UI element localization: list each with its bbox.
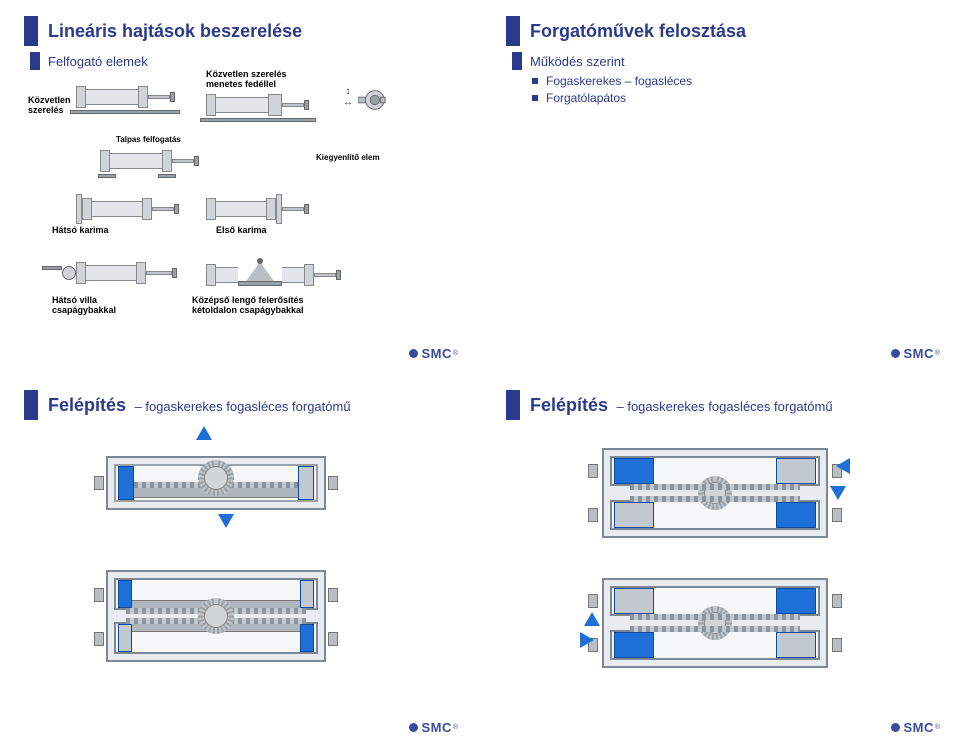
smc-logo: SMC® [891, 346, 940, 361]
slide-title: Felépítés [48, 395, 126, 415]
diagram-dual-bore [578, 438, 858, 548]
cylinder-trunnion [206, 258, 341, 292]
label-elso-karima: Első karima [216, 226, 267, 236]
cylinder-rear-flange [76, 194, 179, 224]
logo-text: SMC [421, 346, 451, 361]
bullet-icon [532, 95, 538, 101]
logo-r: ® [935, 350, 940, 357]
logo-text: SMC [903, 720, 933, 735]
arrow-flow-icon [830, 486, 846, 500]
slide-subtitle: – fogaskerekes fogasléces forgatómű [134, 399, 350, 414]
sub-bar [512, 52, 522, 70]
label-hatso-karima: Hátsó karima [52, 226, 109, 236]
slide-title: Felépítés [530, 395, 608, 415]
diagram-single-rack [86, 438, 346, 528]
subtitle-row: Felfogató elemek [30, 52, 476, 70]
label-talpas: Talpas felfogatás [116, 136, 181, 145]
slide-subtitle: Működés szerint [530, 54, 625, 69]
cylinder-foot [100, 150, 199, 172]
arrow-in-icon [836, 458, 850, 474]
smc-logo: SMC® [409, 346, 458, 361]
floating-joint-icon [358, 88, 386, 112]
smc-logo: SMC® [409, 720, 458, 735]
subtitle-row: Működés szerint [512, 52, 958, 70]
sub-bar [30, 52, 40, 70]
cylinder-front-flange [206, 194, 309, 224]
title-bar [506, 390, 520, 420]
diagram-dual-bore-rev [578, 568, 858, 678]
label-kozepso-lengo: Középső lengő felerősítés kétoldalon csa… [192, 296, 304, 316]
diagram-double-rack [86, 556, 346, 676]
logo-dot-icon [409, 723, 418, 732]
title-bar [24, 390, 38, 420]
label-kozvetlen-menetes: Közvetlen szerelés menetes fedéllel [206, 70, 287, 90]
slide-build-rack-pinion-1: Felépítés – fogaskerekes fogasléces forg… [6, 378, 476, 743]
slide-linear-mounting: Lineáris hajtások beszerelése Felfogató … [6, 4, 476, 369]
arrow-up-icon [196, 426, 212, 440]
slide-title: Lineáris hajtások beszerelése [48, 21, 302, 42]
list-text: Fogaskerekes – fogasléces [546, 74, 692, 88]
logo-text: SMC [421, 720, 451, 735]
cylinder-direct [76, 86, 175, 108]
logo-text: SMC [903, 346, 933, 361]
label-kozvetlen: Közvetlen szerelés [28, 96, 71, 116]
title-bar [506, 16, 520, 46]
logo-r: ® [935, 724, 940, 731]
slide-rotary-classification: Forgatóművek felosztása Működés szerint … [488, 4, 958, 369]
title-row: Lineáris hajtások beszerelése [24, 16, 476, 46]
label-kiegyenlito: Kiegyenlítő elem [316, 154, 380, 163]
logo-r: ® [453, 724, 458, 731]
title-row: Felépítés – fogaskerekes fogasléces forg… [506, 390, 958, 420]
slide-subtitle: Felfogató elemek [48, 54, 148, 69]
slide-subtitle: – fogaskerekes fogasléces forgatómű [616, 399, 832, 414]
list-item: Forgatólapátos [532, 91, 958, 105]
arrow-flow-icon [584, 612, 600, 626]
slide-build-rack-pinion-2: Felépítés – fogaskerekes fogasléces forg… [488, 378, 958, 743]
label-hatso-villa: Hátsó villa csapágybakkal [52, 296, 116, 316]
logo-dot-icon [409, 349, 418, 358]
cylinder-thread [206, 94, 309, 116]
logo-dot-icon [891, 349, 900, 358]
slide-title: Forgatóművek felosztása [530, 21, 746, 42]
smc-logo: SMC® [891, 720, 940, 735]
arrow-in-icon [580, 632, 594, 648]
logo-r: ® [453, 350, 458, 357]
title-row: Felépítés – fogaskerekes fogasléces forg… [24, 390, 476, 420]
arrow-align-icon: ↕↔ [342, 86, 354, 108]
cylinder-rear-clevis [62, 262, 177, 284]
logo-dot-icon [891, 723, 900, 732]
list-text: Forgatólapátos [546, 91, 626, 105]
bullet-icon [532, 78, 538, 84]
title-row: Forgatóművek felosztása [506, 16, 958, 46]
list-item: Fogaskerekes – fogasléces [532, 74, 958, 88]
arrow-down-icon [218, 514, 234, 528]
title-bar [24, 16, 38, 46]
